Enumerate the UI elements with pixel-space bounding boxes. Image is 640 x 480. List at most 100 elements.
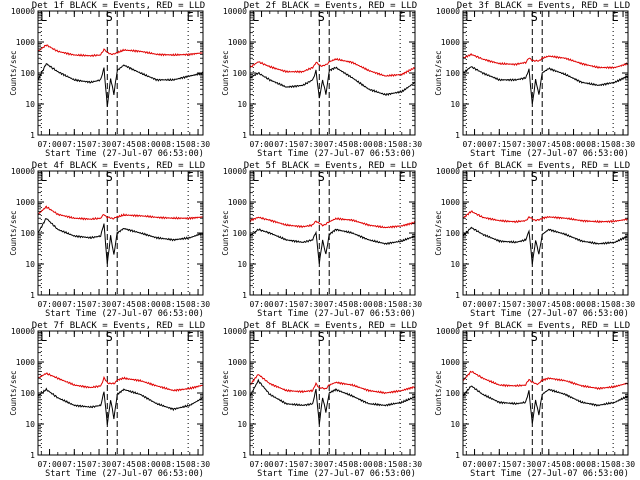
plot-frame [37, 330, 204, 456]
x-tick-label: 07:45 [112, 460, 136, 469]
x-tick-label: 07:15 [62, 460, 86, 469]
marker-label-L: L [465, 330, 472, 344]
y-tick-label: 1000 [441, 358, 460, 367]
series-lld [249, 216, 416, 229]
series-events [462, 385, 629, 424]
y-tick-label: 100 [446, 69, 461, 78]
x-tick-label: 07:30 [299, 300, 323, 309]
x-tick-label: 08:00 [137, 300, 161, 309]
x-tick-label: 08:30 [611, 300, 635, 309]
x-tick-label: 08:15 [373, 460, 397, 469]
x-tick-label: 07:15 [62, 300, 86, 309]
x-tick-label: 07:00 [463, 140, 487, 149]
y-tick-label: 1 [242, 131, 247, 140]
x-tick-label: 08:15 [373, 300, 397, 309]
x-tick-label: 08:30 [186, 460, 210, 469]
marker-label-E: E [187, 170, 194, 184]
plot-frame [37, 170, 204, 296]
y-axis-label: Counts/sec [221, 210, 230, 255]
x-axis-label: Start Time (27-Jul-07 06:53:00) [470, 469, 629, 479]
x-tick-label: 08:30 [186, 300, 210, 309]
y-tick-label: 1 [455, 291, 460, 300]
y-tick-label: 10 [25, 260, 35, 269]
x-tick-label: 07:00 [463, 460, 487, 469]
y-tick-label: 1000 [441, 198, 460, 207]
plot-frame [462, 330, 629, 456]
y-axis-label: Counts/sec [434, 370, 443, 415]
y-tick-label: 10000 [436, 167, 460, 176]
x-tick-label: 07:45 [537, 460, 561, 469]
plot-frame [462, 170, 629, 296]
x-tick-label: 07:45 [537, 140, 561, 149]
x-axis-label: Start Time (27-Jul-07 06:53:00) [257, 149, 416, 159]
marker-label-E: E [612, 10, 619, 24]
y-tick-label: 100 [233, 229, 248, 238]
y-tick-label: 10000 [11, 327, 35, 336]
series-events [37, 218, 204, 264]
y-tick-label: 10 [237, 420, 247, 429]
y-tick-label: 1000 [228, 198, 247, 207]
marker-label-E: E [612, 330, 619, 344]
marker-label-S: S [318, 170, 325, 184]
x-tick-label: 08:30 [611, 460, 635, 469]
x-tick-label: 07:30 [512, 300, 536, 309]
series-lld [462, 53, 629, 70]
x-tick-label: 08:30 [398, 460, 422, 469]
y-axis-label: Counts/sec [9, 50, 18, 95]
marker-label-S: S [106, 330, 113, 344]
x-tick-label: 08:00 [562, 140, 586, 149]
panel-title: Det 4f BLACK = Events, RED = LLD [32, 161, 205, 171]
x-tick-label: 08:30 [398, 300, 422, 309]
x-tick-label: 08:15 [373, 140, 397, 149]
x-tick-label: 08:15 [161, 460, 185, 469]
x-tick-label: 08:30 [398, 140, 422, 149]
marker-label-E: E [399, 330, 406, 344]
y-tick-label: 1000 [228, 38, 247, 47]
x-tick-label: 08:00 [562, 460, 586, 469]
panel-title: Det 9f BLACK = Events, RED = LLD [457, 321, 630, 331]
panel-title: Det 5f BLACK = Events, RED = LLD [244, 161, 417, 171]
x-tick-label: 07:30 [299, 460, 323, 469]
y-axis-label: Counts/sec [9, 370, 18, 415]
marker-label-S: S [531, 330, 538, 344]
y-tick-label: 1000 [16, 198, 35, 207]
x-tick-label: 07:00 [38, 300, 62, 309]
y-tick-label: 10000 [11, 7, 35, 16]
x-tick-label: 07:00 [250, 460, 274, 469]
x-tick-label: 07:15 [62, 140, 86, 149]
series-events [249, 228, 416, 264]
x-tick-label: 07:30 [512, 460, 536, 469]
x-tick-label: 07:30 [87, 140, 111, 149]
marker-label-E: E [187, 10, 194, 24]
marker-label-S: S [318, 330, 325, 344]
y-axis-label: Counts/sec [434, 210, 443, 255]
marker-label-L: L [40, 170, 47, 184]
x-axis-label: Start Time (27-Jul-07 06:53:00) [257, 469, 416, 479]
plot-frame [37, 10, 204, 136]
marker-label-E: E [399, 10, 406, 24]
marker-label-E: E [399, 170, 406, 184]
y-tick-label: 10 [450, 260, 460, 269]
panel-title: Det 1f BLACK = Events, RED = LLD [32, 1, 205, 11]
y-tick-label: 1000 [16, 38, 35, 47]
series-events [462, 66, 629, 104]
x-tick-label: 08:00 [349, 460, 373, 469]
marker-label-E: E [612, 170, 619, 184]
series-events [462, 226, 629, 265]
marker-label-L: L [252, 10, 259, 24]
x-tick-label: 08:15 [586, 300, 610, 309]
y-tick-label: 10000 [11, 167, 35, 176]
marker-label-S: S [531, 170, 538, 184]
plot-frame [249, 10, 416, 136]
marker-label-L: L [40, 330, 47, 344]
y-tick-label: 1 [30, 451, 35, 460]
panel-title: Det 7f BLACK = Events, RED = LLD [32, 321, 205, 331]
x-tick-label: 08:00 [562, 300, 586, 309]
